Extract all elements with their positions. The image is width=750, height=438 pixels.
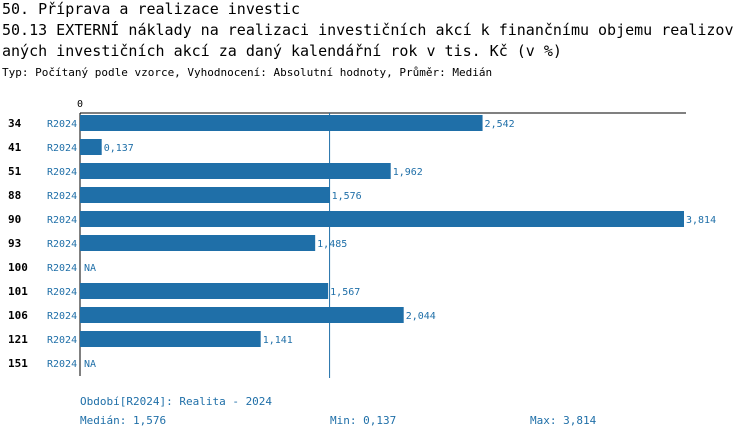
bar bbox=[80, 139, 102, 155]
footer-median: Medián: 1,576 bbox=[80, 414, 167, 427]
period-label: R2024 bbox=[47, 167, 77, 178]
value-label: 1,576 bbox=[332, 191, 362, 202]
value-label: 0,137 bbox=[104, 143, 134, 154]
category-label: 90 bbox=[8, 213, 21, 226]
category-label: 100 bbox=[8, 261, 28, 274]
footer-max: Max: 3,814 bbox=[530, 414, 597, 427]
period-label: R2024 bbox=[47, 359, 77, 370]
bar bbox=[80, 235, 316, 251]
value-label: 1,567 bbox=[330, 287, 360, 298]
x-axis-zero-label: 0 bbox=[77, 99, 83, 110]
period-label: R2024 bbox=[47, 143, 77, 154]
value-label: 2,044 bbox=[406, 311, 436, 322]
footer-min: Min: 0,137 bbox=[330, 414, 397, 427]
category-label: 51 bbox=[8, 165, 22, 178]
period-label: R2024 bbox=[47, 215, 77, 226]
value-label: 2,542 bbox=[485, 119, 515, 130]
bar bbox=[80, 211, 684, 227]
period-label: R2024 bbox=[47, 119, 77, 130]
category-label: 88 bbox=[8, 189, 21, 202]
value-label: 3,814 bbox=[686, 215, 716, 226]
category-label: 121 bbox=[8, 333, 28, 346]
bar bbox=[80, 187, 330, 203]
category-label: 106 bbox=[8, 309, 28, 322]
value-label: 1,962 bbox=[393, 167, 423, 178]
chart-title-line-1: 50. Příprava a realizace investic bbox=[2, 0, 301, 18]
footer-period: Období[R2024]: Realita - 2024 bbox=[80, 395, 273, 408]
chart-title-line-3: aných investičních akcí za daný kalendář… bbox=[2, 42, 562, 60]
period-label: R2024 bbox=[47, 191, 77, 202]
period-label: R2024 bbox=[47, 311, 77, 322]
value-label: NA bbox=[84, 359, 96, 370]
category-label: 41 bbox=[8, 141, 22, 154]
category-label: 34 bbox=[8, 117, 22, 130]
bar bbox=[80, 163, 391, 179]
bar bbox=[80, 115, 483, 131]
bar bbox=[80, 283, 329, 299]
period-label: R2024 bbox=[47, 287, 77, 298]
chart-subtitle: Typ: Počítaný podle vzorce, Vyhodnocení:… bbox=[2, 66, 493, 79]
chart-title-line-2: 50.13 EXTERNÍ náklady na realizaci inves… bbox=[2, 21, 734, 39]
category-label: 93 bbox=[8, 237, 21, 250]
bar bbox=[80, 331, 261, 347]
period-label: R2024 bbox=[47, 239, 77, 250]
period-label: R2024 bbox=[47, 335, 77, 346]
value-label: 1,485 bbox=[317, 239, 347, 250]
category-label: 101 bbox=[8, 285, 28, 298]
bar bbox=[80, 307, 404, 323]
value-label: 1,141 bbox=[263, 335, 293, 346]
value-label: NA bbox=[84, 263, 96, 274]
period-label: R2024 bbox=[47, 263, 77, 274]
category-label: 151 bbox=[8, 357, 28, 370]
